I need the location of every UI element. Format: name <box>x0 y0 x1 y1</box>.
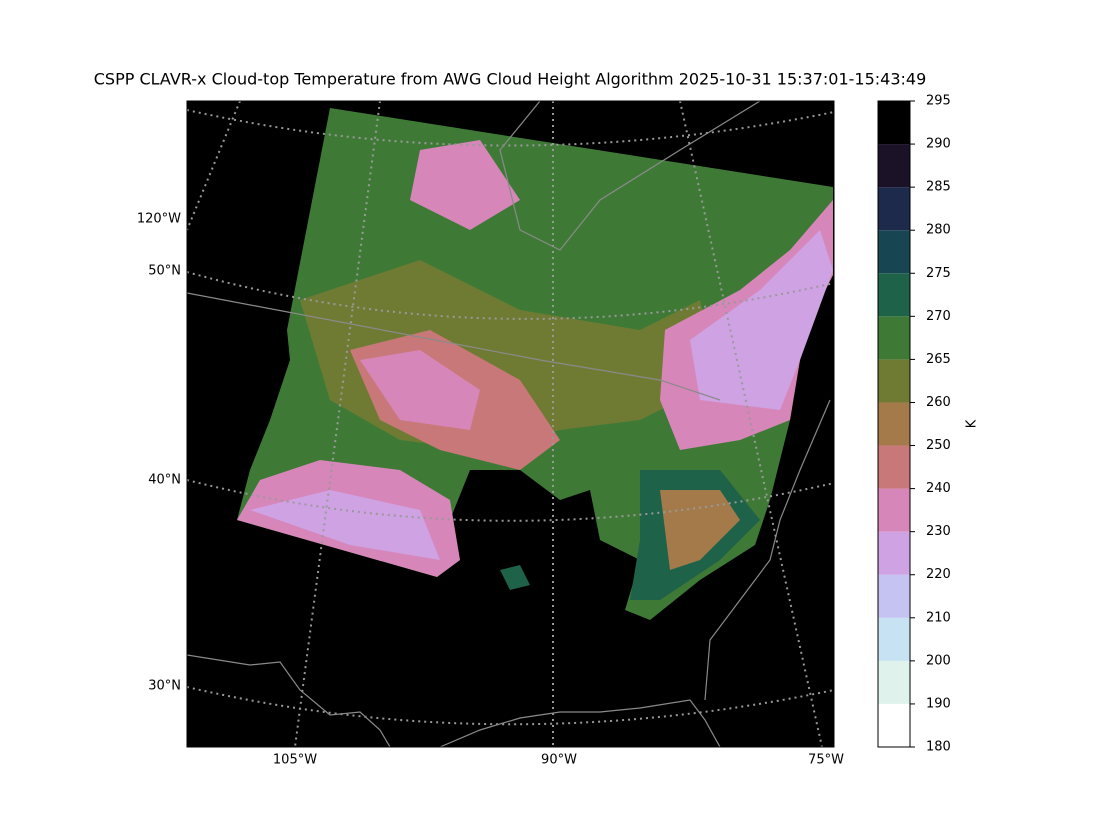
map-frame <box>186 100 835 748</box>
parallel-line <box>187 686 834 726</box>
colorbar: 180 190 200 210 220 230 240 250 260 265 270 275 280 2… <box>877 94 951 755</box>
colorbar-bin <box>878 273 910 317</box>
colorbar-bin <box>878 101 910 145</box>
colorbar-tick-label: 270 <box>926 309 951 324</box>
parallel-line <box>187 271 834 320</box>
colorbar-bin <box>878 617 910 661</box>
colorbar-bin <box>878 574 910 618</box>
colorbar-tick-label: 220 <box>926 567 951 582</box>
colorbar-tick-label: 285 <box>926 180 951 195</box>
parallel-label: 50°N <box>148 264 181 279</box>
colorbar-tick-label: 290 <box>926 137 951 152</box>
border <box>499 101 761 251</box>
meridian-label: 120°W <box>137 212 181 227</box>
colorbar-bin <box>878 144 910 188</box>
meridian-label: 90°W <box>541 753 577 768</box>
colorbar-frame <box>877 100 911 748</box>
parallel-label: 40°N <box>148 473 181 488</box>
colorbar-bin <box>878 230 910 274</box>
coast <box>704 399 831 701</box>
colorbar-tick-label: 275 <box>926 266 951 281</box>
colorbar-tick-label: 210 <box>926 610 951 625</box>
colorbar-tick-label: 295 <box>926 94 951 109</box>
cloud-region <box>250 490 440 560</box>
colorbar-tick-label: 190 <box>926 696 951 711</box>
colorbar-tick-label: 230 <box>926 524 951 539</box>
colorbar-bin <box>878 445 910 489</box>
cloud-region <box>660 490 740 570</box>
meridian-label: 75°W <box>808 753 844 768</box>
meridian-label: 105°W <box>273 753 317 768</box>
title: CSPP CLAVR-x Cloud-top Temperature from … <box>94 70 927 89</box>
colorbar-tick-label: 280 <box>926 223 951 238</box>
colorbar-bin <box>878 488 910 532</box>
meridian-line <box>679 101 823 747</box>
colorbar-tick-label: 250 <box>926 438 951 453</box>
cloud-region <box>360 350 480 430</box>
colorbar-bin <box>878 359 910 403</box>
colorbar-bin <box>878 402 910 446</box>
cloud-region <box>690 230 833 410</box>
colorbar-bin <box>878 660 910 704</box>
colorbar-tick-label: 200 <box>926 653 951 668</box>
cloud-region <box>500 565 530 590</box>
cloud-region <box>410 140 520 230</box>
colorbar-tick-label: 260 <box>926 395 951 410</box>
colorbar-tick-label: 265 <box>926 352 951 367</box>
parallel-line <box>187 479 834 522</box>
colorbar-tick-label: 240 <box>926 481 951 496</box>
border <box>187 292 721 401</box>
colorbar-tick-label: 180 <box>926 740 951 755</box>
coast <box>439 699 721 747</box>
border <box>187 654 391 747</box>
colorbar-bin <box>878 187 910 231</box>
colorbar-bin <box>878 531 910 575</box>
parallel-label: 30°N <box>148 679 181 694</box>
map: 120°W 105°W 90°W 75°W 50°N 40°N 30°N <box>137 100 844 768</box>
colorbar-bin <box>878 316 910 360</box>
parallel-line <box>187 109 834 147</box>
colorbar-bin <box>878 703 910 747</box>
meridian-line <box>294 101 381 747</box>
colorbar-label: K <box>965 419 980 428</box>
